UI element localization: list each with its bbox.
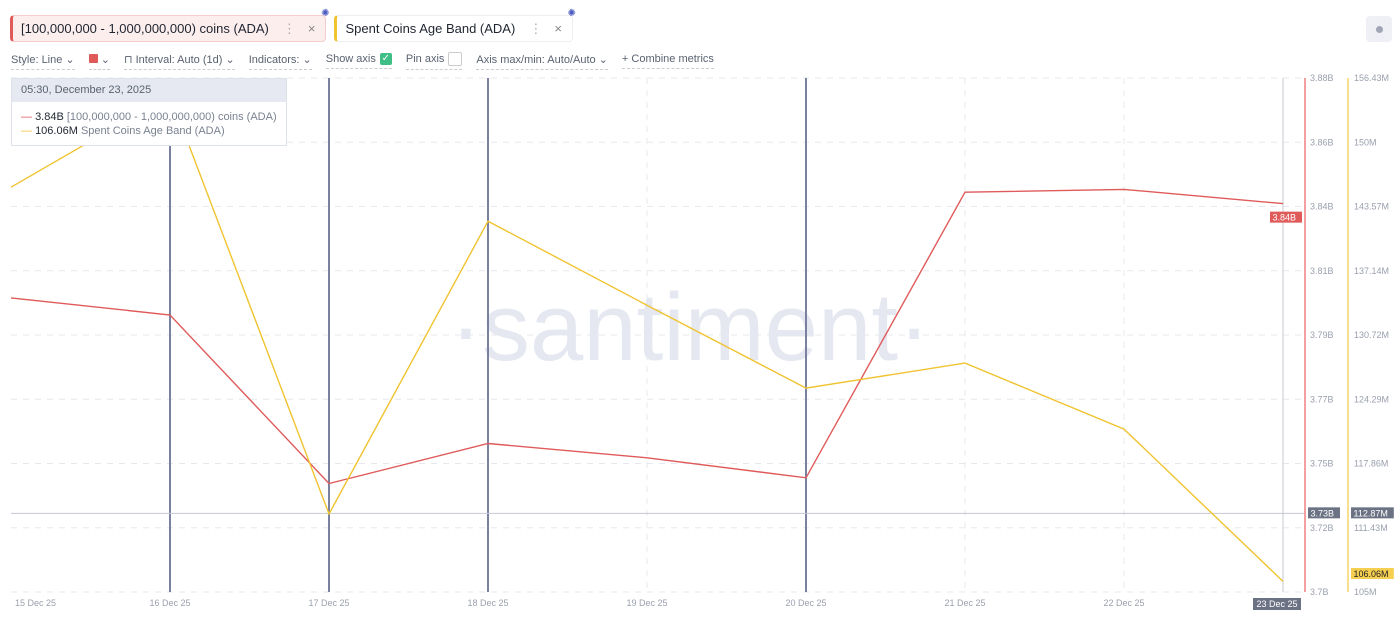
x-tick-label: 16 Dec 25	[149, 598, 190, 608]
crosshair-x-badge-bg	[1253, 598, 1301, 610]
axis-tick-label: 156.43M	[1354, 73, 1389, 83]
current-value-badge-bg	[1351, 568, 1394, 580]
axis-tick-label: 105M	[1354, 587, 1377, 597]
pin-axis-toggle[interactable]: Pin axis	[405, 52, 463, 70]
indicators-dropdown[interactable]: Indicators: ⌄	[248, 53, 312, 70]
current-value-badge-bg	[1270, 211, 1302, 223]
axis-tick-label: 117.86M	[1354, 459, 1388, 469]
combine-metrics-button[interactable]: + Combine metrics	[621, 53, 714, 69]
metric-tab-ada-coins[interactable]: [100,000,000 - 1,000,000,000) coins (ADA…	[10, 8, 329, 42]
tooltip-row: — 3.84B [100,000,000 - 1,000,000,000) co…	[21, 111, 277, 123]
axis-tick-label: 111.43M	[1354, 523, 1388, 533]
metric-tab-label: [100,000,000 - 1,000,000,000) coins (ADA…	[21, 21, 269, 36]
axis-maxmin-dropdown[interactable]: Axis max/min: Auto/Auto ⌄	[476, 53, 608, 70]
show-axis-toggle[interactable]: Show axis ✓	[325, 53, 392, 70]
color-dropdown[interactable]: ⌄	[88, 53, 110, 70]
cardano-icon: ✺	[567, 8, 576, 19]
metric-tab-spent-coins[interactable]: Spent Coins Age Band (ADA) ⋮ × ✺	[334, 8, 576, 42]
x-tick-label: 22 Dec 25	[1103, 598, 1144, 608]
x-tick-label: 15 Dec 25	[15, 598, 56, 608]
axis-tick-label: 3.81B	[1310, 266, 1334, 276]
current-value-badge: 106.06M	[1354, 569, 1389, 579]
axis-tick-label: 150M	[1354, 137, 1377, 147]
x-tick-label: 18 Dec 25	[467, 598, 508, 608]
crosshair-x-badge: 23 Dec 25	[1256, 599, 1297, 609]
axis-tick-label: 137.14M	[1354, 266, 1389, 276]
crosshair-y-badge-bg	[1308, 507, 1340, 519]
axis-tick-label: 130.72M	[1354, 330, 1389, 340]
axis-tick-label: 3.88B	[1310, 73, 1334, 83]
crosshair-y-badge: 112.87M	[1354, 508, 1388, 518]
cardano-icon: ✺	[321, 8, 330, 19]
tooltip-date: 05:30, December 23, 2025	[12, 79, 286, 102]
axis-tick-label: 124.29M	[1354, 394, 1389, 404]
color-swatch-icon	[88, 53, 98, 63]
calendar-icon: ⊓	[123, 53, 133, 66]
checkbox-checked-icon[interactable]: ✓	[379, 53, 392, 66]
axis-tick-label: 143.57M	[1354, 202, 1389, 212]
chart-tooltip: 05:30, December 23, 2025 — 3.84B [100,00…	[11, 78, 287, 146]
axis-tick-label: 3.72B	[1310, 523, 1334, 533]
crosshair-y-badge-bg	[1351, 507, 1394, 519]
axis-tick-label: 3.79B	[1310, 330, 1334, 340]
axis-tick-label: 3.75B	[1310, 459, 1334, 469]
current-value-badge: 3.84B	[1273, 213, 1297, 223]
axis-tick-label: 3.84B	[1310, 202, 1334, 212]
axis-tick-label: 3.77B	[1310, 394, 1334, 404]
x-tick-label: 19 Dec 25	[626, 598, 667, 608]
x-tick-label: 20 Dec 25	[785, 598, 826, 608]
close-icon[interactable]: ×	[307, 21, 316, 36]
close-icon[interactable]: ×	[554, 21, 562, 36]
tooltip-row: — 106.06M Spent Coins Age Band (ADA)	[21, 125, 225, 137]
x-tick-label: 21 Dec 25	[944, 598, 985, 608]
axis-tick-label: 3.7B	[1310, 587, 1329, 597]
settings-button[interactable]	[1366, 16, 1392, 42]
more-icon[interactable]: ⋮	[529, 20, 543, 36]
interval-dropdown[interactable]: ⊓ Interval: Auto (1d) ⌄	[123, 53, 235, 70]
more-icon[interactable]: ⋮	[282, 20, 296, 36]
metric-tabs: [100,000,000 - 1,000,000,000) coins (ADA…	[10, 8, 576, 42]
metric-tab-label: Spent Coins Age Band (ADA)	[345, 21, 516, 36]
checkbox-icon[interactable]	[448, 52, 463, 66]
axis-tick-label: 3.86B	[1310, 137, 1334, 147]
crosshair-y-badge: 3.73B	[1311, 508, 1335, 518]
style-dropdown[interactable]: Style: Line ⌄	[11, 53, 75, 70]
x-tick-label: 17 Dec 25	[308, 598, 349, 608]
